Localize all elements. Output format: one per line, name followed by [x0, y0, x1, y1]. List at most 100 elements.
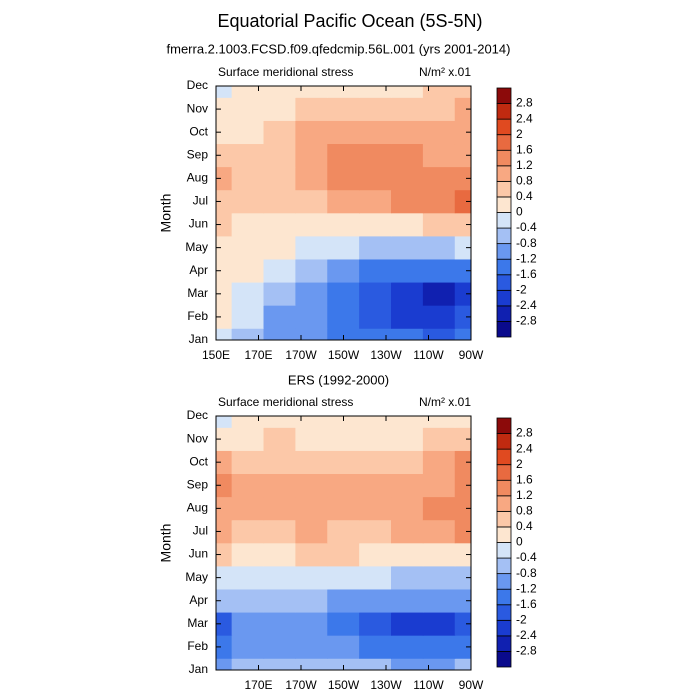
contour-cell: [263, 519, 296, 544]
contour-cell: [327, 235, 360, 260]
contour-cell: [359, 565, 392, 590]
contour-cell: [216, 235, 233, 260]
contour-cell: [359, 416, 392, 428]
x-tick-label: 170E: [244, 678, 272, 692]
contour-cell: [327, 611, 360, 636]
contour-cell: [327, 97, 360, 121]
contour-cell: [359, 450, 392, 475]
contour-cell: [295, 212, 328, 237]
contour-cell: [359, 258, 392, 283]
colorbar-box: [496, 417, 512, 434]
contour-cell: [295, 258, 328, 283]
contour-cell: [391, 143, 424, 168]
contour-cell: [231, 189, 265, 214]
contour-cell: [231, 235, 265, 260]
contour-cell: [359, 281, 392, 306]
colorbar-box: [496, 588, 512, 606]
contour-cell: [359, 611, 392, 636]
contour-cell: [231, 86, 265, 98]
contour-cell: [216, 166, 233, 191]
contour-cell: [327, 328, 360, 340]
contour-cell: [263, 120, 296, 145]
contour-cell: [231, 473, 265, 498]
y-tick-label: Dec: [187, 408, 208, 422]
contour-cell: [263, 473, 296, 498]
contour-cell: [263, 542, 296, 567]
contour-cell: [422, 166, 456, 191]
contour-cell: [263, 588, 296, 613]
contour-cell: [216, 473, 233, 498]
colorbar-box: [496, 557, 512, 575]
y-tick-label: Aug: [187, 171, 208, 185]
colorbar-label: 2: [516, 127, 523, 141]
x-tick-label: 170W: [285, 348, 317, 362]
y-tick-label: Nov: [187, 101, 208, 115]
contour-cell: [359, 519, 392, 544]
contour-cell: [327, 212, 360, 237]
contour-cell: [422, 305, 456, 329]
colorbar-box: [496, 526, 512, 543]
colorbar-box: [496, 87, 512, 104]
contour-cell: [391, 235, 424, 260]
contour-cell: [295, 120, 328, 145]
contour-cell: [359, 496, 392, 521]
contour-cell: [359, 166, 392, 191]
contour-cell: [231, 635, 265, 659]
contour-cell: [454, 305, 471, 329]
contour-cell: [391, 496, 424, 521]
contour-cell: [231, 496, 265, 521]
right-label: N/m² x.01: [419, 65, 471, 79]
contour-cell: [295, 86, 328, 98]
contour-cell: [295, 542, 328, 567]
colorbar-box: [496, 542, 512, 559]
contour-cell: [454, 328, 471, 340]
contour-cell: [391, 328, 424, 340]
contour-cell: [391, 120, 424, 145]
contour-cell: [263, 166, 296, 191]
colorbar-label: 1.6: [516, 472, 533, 486]
y-tick-label: Jul: [193, 524, 208, 538]
y-tick-label: May: [185, 570, 208, 584]
x-tick-label: 90W: [459, 678, 484, 692]
colorbar-label: 0: [516, 535, 523, 549]
colorbar-label: -0.4: [516, 550, 537, 564]
contour-cell: [216, 450, 233, 475]
contour-cell: [422, 189, 456, 214]
contour-cell: [327, 281, 360, 306]
contour-cell: [454, 542, 471, 567]
contour-cell: [216, 258, 233, 283]
contour-cell: [216, 328, 233, 340]
contour-cell: [422, 635, 456, 659]
x-tick-label: 150W: [328, 678, 360, 692]
contour-cell: [231, 328, 265, 340]
contour-cell: [231, 519, 265, 544]
contour-cell: [454, 658, 471, 670]
colorbar-box: [496, 258, 512, 276]
colorbar-label: 0.4: [516, 189, 533, 203]
contour-cell: [231, 166, 265, 191]
contour-cell: [391, 635, 424, 659]
contour-cell: [263, 258, 296, 283]
contour-cell: [231, 258, 265, 283]
contour-cell: [295, 328, 328, 340]
contour-cell: [391, 86, 424, 98]
contour-cell: [454, 416, 471, 428]
contour-cell: [327, 635, 360, 659]
contour-cell: [231, 212, 265, 237]
plot-area: [216, 416, 471, 670]
contour-cell: [295, 611, 328, 636]
contour-cell: [359, 542, 392, 567]
y-tick-label: Mar: [187, 286, 208, 300]
contour-cell: [391, 473, 424, 498]
contour-cell: [263, 189, 296, 214]
colorbar-label: 0: [516, 205, 523, 219]
contour-cell: [327, 120, 360, 145]
contour-cell: [216, 588, 233, 613]
contour-cell: [216, 496, 233, 521]
x-tick-label: 90W: [459, 348, 484, 362]
left-label: Surface meridional stress: [218, 395, 353, 409]
contour-cell: [295, 565, 328, 590]
contour-cell: [216, 120, 233, 145]
colorbar-box: [496, 635, 512, 652]
